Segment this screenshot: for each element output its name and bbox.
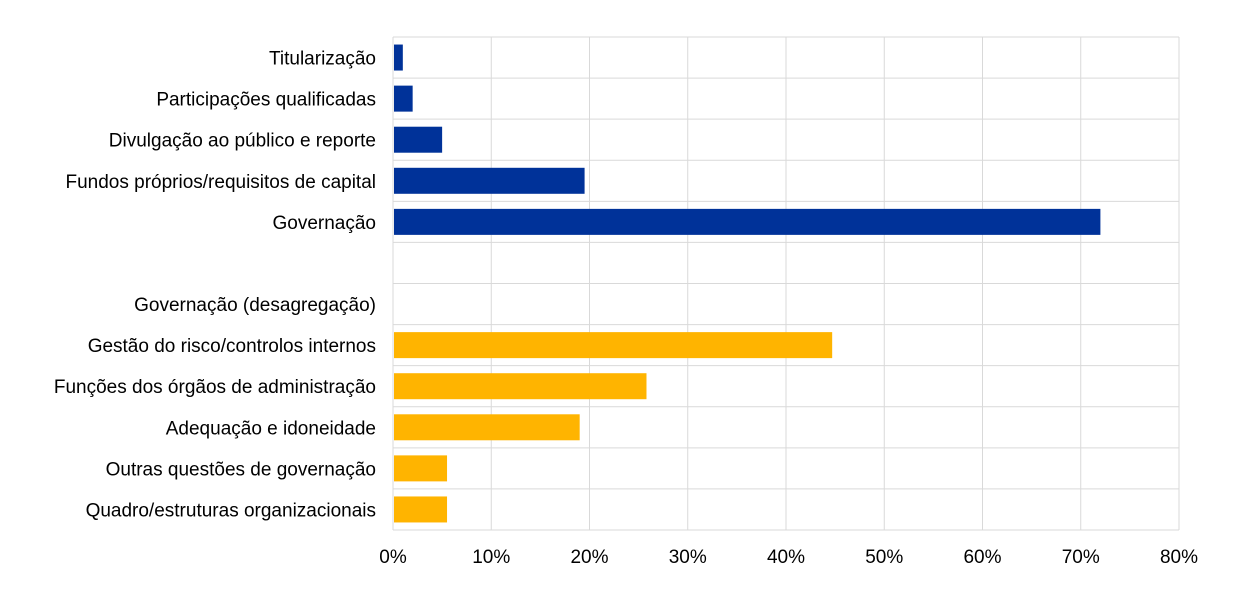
bar: [394, 208, 1101, 235]
x-tick-label: 80%: [1160, 547, 1198, 568]
bar: [394, 332, 833, 359]
bar: [394, 126, 443, 153]
x-tick-label: 20%: [570, 547, 608, 568]
category-label: Governação: [272, 213, 376, 234]
x-tick-label: 60%: [963, 547, 1001, 568]
bar: [394, 455, 448, 482]
category-label: Outras questões de governação: [106, 459, 376, 480]
grid-lines: [392, 36, 1180, 531]
x-tick-label: 40%: [767, 547, 805, 568]
x-tick-label: 70%: [1062, 547, 1100, 568]
bar: [394, 414, 580, 441]
bar: [394, 44, 403, 71]
category-label: Participações qualificadas: [156, 90, 376, 111]
category-label: Fundos próprios/requisitos de capital: [65, 172, 376, 193]
category-labels: Titularização Participações qualificadas D…: [54, 49, 376, 522]
category-label: Funções dos órgãos de administração: [54, 377, 376, 398]
bar: [394, 85, 413, 112]
x-tick-label: 0%: [379, 547, 407, 568]
category-label: Gestão do risco/controlos internos: [88, 336, 376, 357]
x-axis-tick-labels: 0% 10% 20% 30% 40% 50% 60% 70% 80%: [379, 547, 1198, 568]
category-label: Adequação e idoneidade: [166, 418, 376, 439]
bar: [394, 496, 448, 523]
category-label: Quadro/estruturas organizacionais: [86, 500, 376, 521]
x-tick-label: 30%: [669, 547, 707, 568]
x-tick-label: 50%: [865, 547, 903, 568]
category-label: Governação (desagregação): [134, 295, 376, 316]
x-tick-label: 10%: [472, 547, 510, 568]
category-label: Divulgação ao público e reporte: [109, 131, 376, 152]
bars: [394, 44, 1101, 523]
bar: [394, 373, 647, 400]
bar: [394, 167, 585, 194]
category-label: Titularização: [269, 49, 376, 70]
